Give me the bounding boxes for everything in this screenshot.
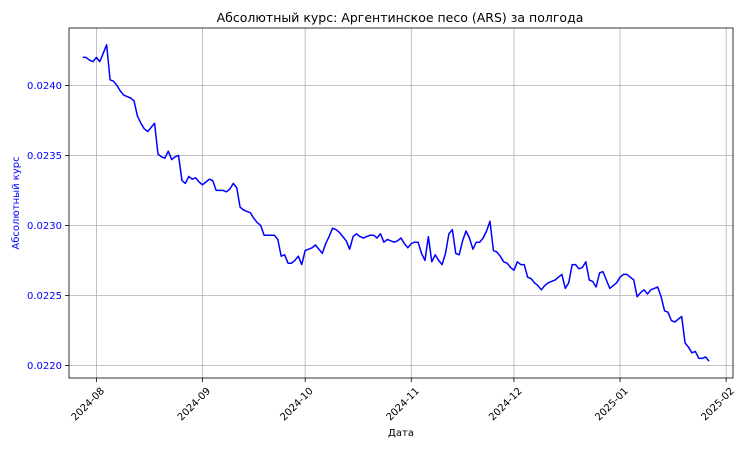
y-tick-label: 0.0235 xyxy=(27,151,62,162)
y-axis-label: Абсолютный курс xyxy=(11,156,22,249)
grid-layer xyxy=(69,28,733,378)
chart-title: Абсолютный курс: Аргентинское песо (ARS)… xyxy=(217,10,584,25)
ars-rate-line xyxy=(82,44,710,362)
y-tick-label: 0.0225 xyxy=(27,291,62,302)
y-tick-label: 0.0230 xyxy=(27,221,62,232)
y-axis-ticks: 0.0220 0.0225 0.0230 0.0235 0.0240 xyxy=(27,81,69,372)
x-axis-label: Дата xyxy=(388,428,414,439)
series-layer xyxy=(82,44,710,362)
plot-frame xyxy=(68,27,734,379)
y-tick-label: 0.0220 xyxy=(27,361,62,372)
y-tick-label: 0.0240 xyxy=(27,81,62,92)
